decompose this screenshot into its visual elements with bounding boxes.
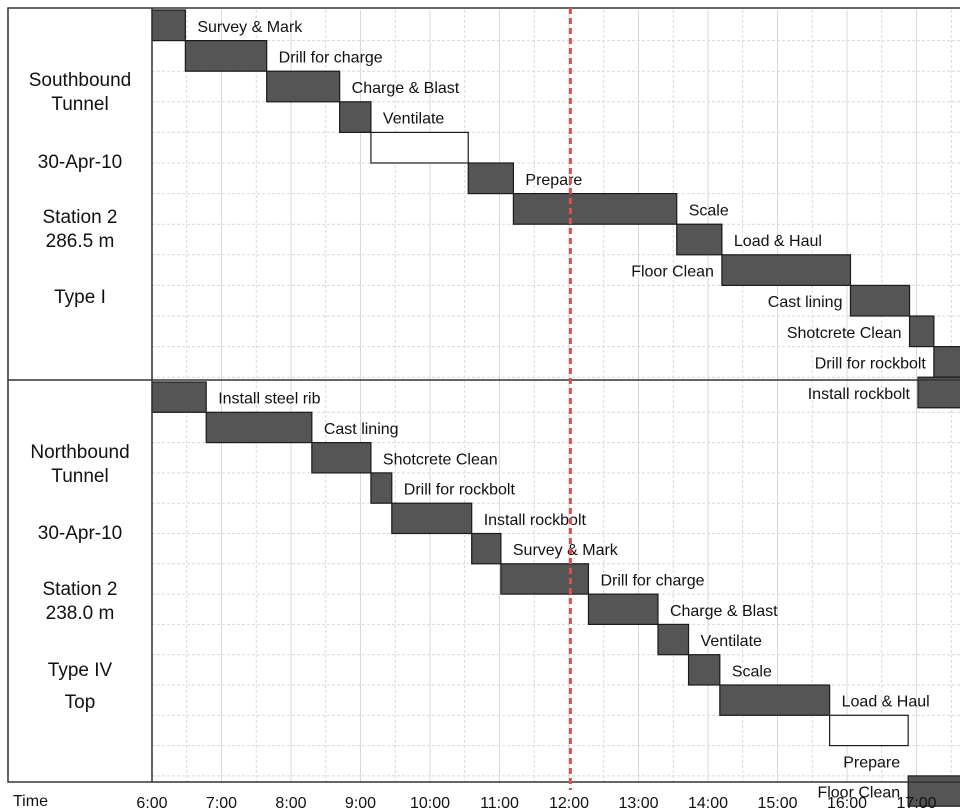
task-label: Shotcrete Clean	[787, 325, 902, 342]
tick-label: 6:00	[136, 795, 167, 812]
task-bar	[471, 532, 502, 565]
tick-label: 11:00	[480, 795, 519, 812]
task-label: Install steel rib	[218, 391, 320, 408]
task-label: Cast lining	[324, 421, 399, 438]
task-label: Shotcrete Clean	[383, 451, 498, 468]
task-bar	[151, 381, 207, 413]
task-bar	[184, 39, 268, 72]
panel-info-line: 238.0 m	[46, 603, 115, 624]
panel-info-line: Station 2	[43, 579, 118, 600]
task-labels: Survey & Mark Drill for charge Charge & Bl…	[197, 19, 929, 802]
tick-label: 10:00	[410, 795, 450, 812]
task-label: Survey & Mark	[197, 19, 303, 36]
time-axis: Time 6:00 7:00 8:00 9:00 10:00 11:00 12:00 13:00…	[13, 793, 937, 812]
task-label: Scale	[689, 202, 729, 219]
task-bar	[205, 411, 313, 444]
outer-frame	[7, 7, 960, 783]
chart-frame	[7, 7, 960, 783]
task-bar	[500, 563, 590, 595]
tick-label: 15:00	[757, 795, 797, 812]
task-label: Drill for charge	[600, 572, 704, 589]
task-bar	[719, 684, 831, 716]
tick-label: 8:00	[275, 795, 306, 812]
task-label: Ventilate	[701, 633, 762, 650]
task-bar	[391, 502, 473, 535]
panel-info-line: Tunnel	[51, 94, 108, 115]
task-bar	[657, 623, 690, 656]
task-label: Install rockbolt	[808, 386, 911, 403]
panel-info: Southbound Tunnel 30-Apr-10 Station 2 286.5 …	[29, 70, 132, 713]
tick-label: 16:00	[827, 795, 867, 812]
task-bar	[339, 101, 372, 134]
task-label: Floor Clean	[817, 785, 900, 802]
task-bar	[311, 442, 372, 474]
task-bar	[849, 284, 911, 317]
task-label: Charge & Blast	[670, 603, 778, 620]
idle-bar	[829, 714, 909, 747]
task-label: Drill for charge	[279, 49, 383, 66]
task-bar	[151, 9, 186, 42]
task-label: Drill for rockbolt	[815, 355, 927, 372]
panel-info-line: Northbound	[30, 442, 129, 463]
task-bar	[917, 376, 960, 409]
task-bar	[933, 346, 960, 378]
task-bar	[587, 593, 659, 625]
panel-info-line: Type IV	[48, 660, 113, 681]
task-label: Ventilate	[383, 111, 444, 128]
tick-label: 12:00	[549, 795, 589, 812]
task-label: Load & Haul	[842, 694, 930, 711]
task-label: Install rockbolt	[484, 512, 587, 529]
tick-label: 9:00	[345, 795, 376, 812]
panel-info-line: Station 2	[43, 207, 118, 228]
task-bar	[676, 223, 723, 256]
task-label: Drill for rockbolt	[404, 482, 516, 499]
panel-info-line: Southbound	[29, 70, 132, 91]
idle-bar	[370, 131, 469, 164]
tick-label: 17:00	[896, 795, 936, 812]
tick-label: 13:00	[618, 795, 658, 812]
panel-info-line: Tunnel	[51, 466, 108, 487]
panel-info-line: Type I	[54, 287, 106, 308]
task-label: Prepare	[843, 754, 900, 771]
tick-label: 14:00	[688, 795, 728, 812]
task-bar	[370, 472, 393, 504]
tick-label: 7:00	[206, 795, 237, 812]
task-label: Cast lining	[768, 294, 843, 311]
task-bar	[687, 654, 721, 686]
task-label: Prepare	[525, 172, 582, 189]
task-label: Scale	[732, 663, 772, 680]
task-bar	[467, 162, 515, 195]
panel-info-line: 30-Apr-10	[38, 523, 123, 544]
axis-label: Time	[13, 793, 48, 810]
task-label: Charge & Blast	[352, 80, 460, 97]
task-bar	[721, 254, 852, 287]
task-label: Survey & Mark	[513, 542, 619, 559]
task-bar	[512, 193, 678, 225]
task-bar	[266, 70, 341, 103]
panel-info-line: 286.5 m	[46, 231, 115, 252]
task-bar	[907, 775, 960, 807]
panel-info-line: Top	[65, 692, 96, 713]
panel-info-line: 30-Apr-10	[38, 152, 123, 173]
task-bars	[151, 9, 960, 807]
task-bar	[908, 315, 935, 348]
task-label: Floor Clean	[631, 264, 714, 281]
task-label: Load & Haul	[734, 233, 822, 250]
